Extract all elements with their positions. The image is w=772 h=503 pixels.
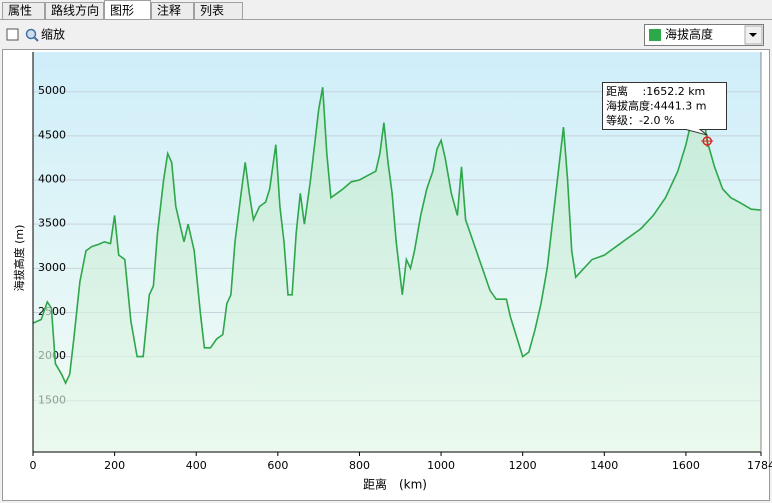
tab-label: 注释 — [157, 3, 181, 18]
y-axis-title: 海拔高度 (m) — [12, 225, 26, 292]
x-tick-label: 0 — [30, 459, 37, 472]
tooltip-line: 海拔高度:4441.3 m — [606, 99, 706, 113]
tab-label: 列表 — [200, 4, 224, 18]
zoom-icon-handle — [33, 36, 39, 42]
line — [32, 87, 762, 386]
checkbox[interactable] — [6, 28, 19, 41]
tooltip-line: 距离 :1652.2 km — [606, 84, 705, 98]
tab[interactable] — [45, 2, 104, 20]
x-axis-title: 距离 (km) — [363, 477, 427, 492]
dropdown-arrow — [749, 33, 757, 37]
tab-label: 属性 — [8, 4, 32, 18]
tab-label: 路线方向 — [51, 3, 99, 18]
zoom-icon — [25, 28, 37, 40]
tooltip-line: 等级：-2.0 % — [606, 113, 674, 127]
y-tick-label: 4500 — [38, 128, 66, 141]
x-tick-label: 600 — [267, 459, 288, 472]
tab-label: 图形 — [110, 4, 134, 18]
tab[interactable] — [104, 0, 151, 20]
x-tick-label: 1200 — [509, 459, 537, 472]
x-tick-label: 200 — [104, 459, 125, 472]
series-dropdown[interactable] — [644, 24, 764, 46]
y-tick-label: 5000 — [38, 84, 66, 97]
x-tick-label: 800 — [349, 459, 370, 472]
y-tick-label: 3000 — [38, 261, 66, 274]
x-tick-label: 1000 — [427, 459, 455, 472]
x-tick-label: 1600 — [672, 459, 700, 472]
checkbox-label: 缩放 — [41, 27, 65, 42]
y-tick-label: 4000 — [38, 173, 66, 186]
legend-swatch — [649, 29, 661, 41]
x-tick-label: 400 — [186, 459, 207, 472]
tab[interactable] — [194, 2, 243, 20]
y-tick-label: 3500 — [38, 217, 66, 230]
area — [33, 87, 761, 453]
tooltip — [602, 82, 727, 136]
legend-label: 海拔高度 — [665, 27, 713, 42]
x-tick-label: 1400 — [590, 459, 618, 472]
tab[interactable] — [2, 2, 45, 20]
x-tick-label: 1784 — [747, 459, 772, 472]
tab[interactable] — [151, 2, 194, 20]
